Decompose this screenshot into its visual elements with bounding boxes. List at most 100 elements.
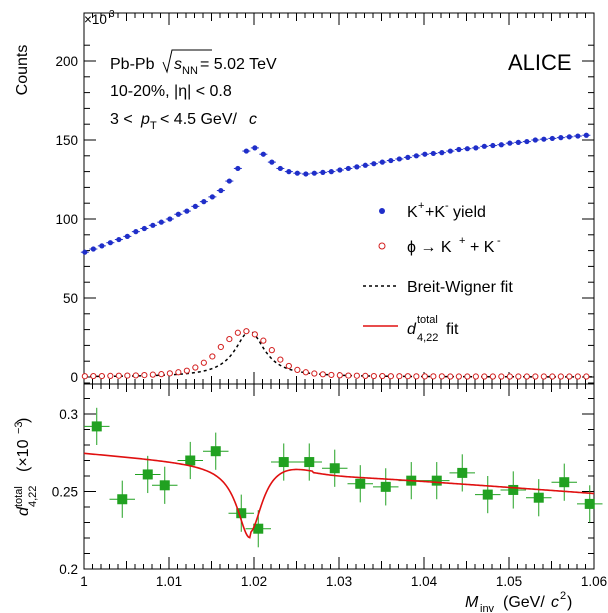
kk-yield-point <box>235 165 241 172</box>
svg-text:d: d <box>407 321 417 338</box>
phi-point <box>141 372 148 379</box>
bottom-xtick-label: 1.04 <box>411 574 438 589</box>
kk-yield-point <box>439 150 445 156</box>
kk-yield-point <box>388 157 394 164</box>
svg-text:total: total <box>13 486 25 507</box>
kk-yield-point <box>515 139 521 145</box>
legend-item-d-fit: d 4,22 total fit <box>363 314 459 344</box>
phi-point <box>455 373 462 380</box>
bottom-xtick-label: 1.02 <box>241 574 267 589</box>
kk-yield-point <box>396 156 402 162</box>
kk-yield-point <box>107 240 113 246</box>
kk-yield-point <box>362 162 368 168</box>
kk-yield-point <box>175 211 181 217</box>
d-point <box>253 523 264 534</box>
svg-text:+ K: + K <box>470 239 495 256</box>
d-point <box>508 484 519 495</box>
kk-yield-point <box>575 133 581 139</box>
kk-yield-point <box>413 153 419 159</box>
d-point <box>304 457 315 468</box>
svg-text:-: - <box>497 235 501 247</box>
phi-point <box>557 373 564 380</box>
svg-text:T: T <box>150 120 157 132</box>
d-point <box>457 467 468 478</box>
kk-yield-point <box>192 203 198 209</box>
svg-text:+: + <box>418 200 424 212</box>
kk-yield-point <box>260 151 266 157</box>
d-point <box>380 481 391 492</box>
svg-text:< 4.5 GeV/: < 4.5 GeV/ <box>160 111 237 128</box>
phi-point <box>464 373 471 380</box>
d-point <box>117 494 128 505</box>
phi-point <box>285 362 292 370</box>
phi-point <box>438 373 445 380</box>
phi-point <box>149 371 156 378</box>
kk-yield-point <box>405 154 411 160</box>
kk-yield-point <box>464 146 470 152</box>
phi-point <box>362 372 369 379</box>
bottom-panel-axes: 0.2 0.25 0.3 1 1.01 1.02 1.03 1.04 1.05 1.06 <box>52 382 607 589</box>
annotation-centrality: 10-20%, |η| < 0.8 <box>110 83 232 100</box>
phi-point <box>81 373 88 380</box>
kk-yield-point <box>269 159 275 165</box>
d-point <box>431 475 442 486</box>
svg-text:(GeV/: (GeV/ <box>503 594 545 611</box>
kk-yield-point <box>422 151 428 157</box>
svg-text:4,22: 4,22 <box>27 486 39 507</box>
kk-yield-point <box>320 169 326 175</box>
svg-text:): ) <box>567 594 572 611</box>
kk-yield-point <box>337 167 343 173</box>
phi-point <box>115 372 122 379</box>
bottom-ytick-label: 0.2 <box>59 562 78 577</box>
annotation-collision: Pb-Pb s NN = 5.02 TeV <box>110 49 277 77</box>
legend-item-kk-yield: K + +K - yield <box>379 200 486 221</box>
svg-text:p: p <box>140 111 150 128</box>
kk-yield-point <box>167 216 173 222</box>
svg-text:+K: +K <box>425 204 445 221</box>
phi-point <box>328 371 335 379</box>
kk-yield-point <box>456 146 462 153</box>
kk-yield-point <box>311 170 317 176</box>
bottom-xtick-label: 1.01 <box>156 574 182 589</box>
kk-yield-point <box>201 199 207 205</box>
kk-yield-point <box>184 208 190 214</box>
phi-point <box>132 372 139 379</box>
svg-text:2: 2 <box>560 590 566 602</box>
phi-point <box>481 373 488 380</box>
kk-yield-point <box>141 225 147 232</box>
phi-point <box>200 359 207 366</box>
svg-text:4,22: 4,22 <box>417 332 438 344</box>
svg-text:−3: −3 <box>13 421 25 434</box>
svg-text:yield: yield <box>453 204 486 221</box>
svg-text:= 5.02 TeV: = 5.02 TeV <box>200 56 277 73</box>
phi-point <box>90 372 97 380</box>
kk-yield-point <box>354 164 360 170</box>
d-point <box>159 480 170 491</box>
phi-point <box>583 373 590 380</box>
phi-point <box>243 328 250 335</box>
phi-point <box>396 373 403 380</box>
svg-text:d: d <box>15 506 32 516</box>
annotation-pt-range: 3 < p T < 4.5 GeV/ c <box>110 111 257 132</box>
phi-point <box>404 373 411 380</box>
phi-point <box>379 372 386 380</box>
svg-text:Breit-Wigner fit: Breit-Wigner fit <box>407 279 513 296</box>
kk-yield-point <box>99 243 105 249</box>
experiment-label: ALICE <box>508 50 572 75</box>
kk-yield-point <box>158 219 164 225</box>
d-fit-line <box>83 452 595 539</box>
phi-point <box>421 373 428 380</box>
kk-yield-point <box>303 171 309 177</box>
svg-text:total: total <box>417 314 438 326</box>
phi-point <box>498 373 505 380</box>
phi-point <box>413 373 420 380</box>
phi-point <box>107 372 114 379</box>
kk-yield-point <box>507 140 513 146</box>
d-point <box>533 492 544 503</box>
d-point <box>584 498 595 509</box>
kk-yield-point <box>541 136 547 142</box>
bottom-ylabel: d 4,22 total (×10 −3 ) <box>13 418 39 516</box>
phi-point <box>532 373 539 380</box>
kk-yield-point <box>294 170 300 176</box>
d-point <box>278 457 289 468</box>
